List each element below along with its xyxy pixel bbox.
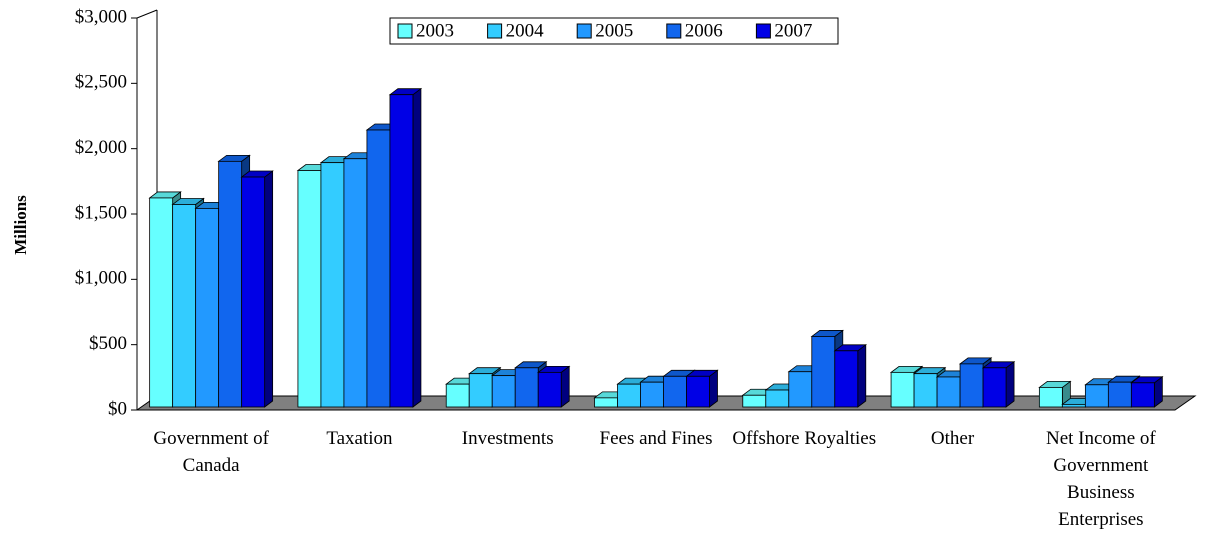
bar [617,383,641,408]
x-tick-label: Net Income of Government Business Enterp… [1045,428,1156,530]
bar [241,176,266,408]
x-tick-label: Investments [461,428,554,449]
bar [366,129,391,408]
bar [1061,403,1086,408]
x-tick-label: Government of Canada [153,428,269,476]
legend-swatch [576,23,592,39]
bar [172,204,197,408]
bar [913,373,938,408]
bar [389,94,414,408]
bar-side [560,365,570,408]
bar [1038,386,1063,408]
bar [742,394,767,408]
bar-side [1005,360,1015,408]
bar [468,373,493,408]
y-tick-label: $3,000 [75,6,127,27]
bar [936,376,961,408]
y-axis-label: Millions [11,195,30,255]
legend-label: 2004 [506,20,544,41]
bar [640,381,664,408]
legend-label: 2006 [685,20,723,41]
legend-swatch [397,23,413,39]
y-tick-label: $2,000 [75,137,127,158]
bar-side [264,170,274,408]
bar [537,371,562,408]
bar [445,383,470,408]
bar [594,397,618,408]
y-tick-label: $1,000 [75,268,127,289]
x-tick-label: Other [930,428,975,449]
legend-swatch [487,23,503,39]
bar [491,375,516,408]
legend-label: 2005 [595,20,633,41]
bar [663,375,687,408]
bar [218,160,243,408]
bar [1130,382,1155,408]
bar [514,367,539,408]
bar [788,371,813,408]
bar [686,375,710,408]
y-tick-label: $0 [108,398,127,419]
bar-side [412,87,422,408]
bar [343,158,368,408]
y-tick-label: $1,500 [75,202,127,223]
legend-label: 2003 [416,20,454,41]
bar [1107,381,1132,408]
y-tick-label: $2,500 [75,72,127,93]
legend-swatch [755,23,771,39]
bar [890,371,915,408]
x-tick-label: Offshore Royalties [732,428,877,449]
bar [320,162,345,408]
bar [811,336,836,408]
bar [1084,384,1109,408]
bar [765,389,790,408]
bar [297,170,322,408]
x-tick-label: Taxation [326,428,393,449]
legend-swatch [666,23,682,39]
bar [834,350,859,408]
bar [982,367,1007,408]
bar-side [857,344,867,408]
x-tick-label: Fees and Fines [599,428,713,449]
bar [149,197,174,408]
wall-top-edge [136,9,158,19]
y-tick-label: $500 [89,333,127,354]
bar [195,207,220,408]
legend-label: 2007 [774,20,812,41]
bar [959,363,984,408]
